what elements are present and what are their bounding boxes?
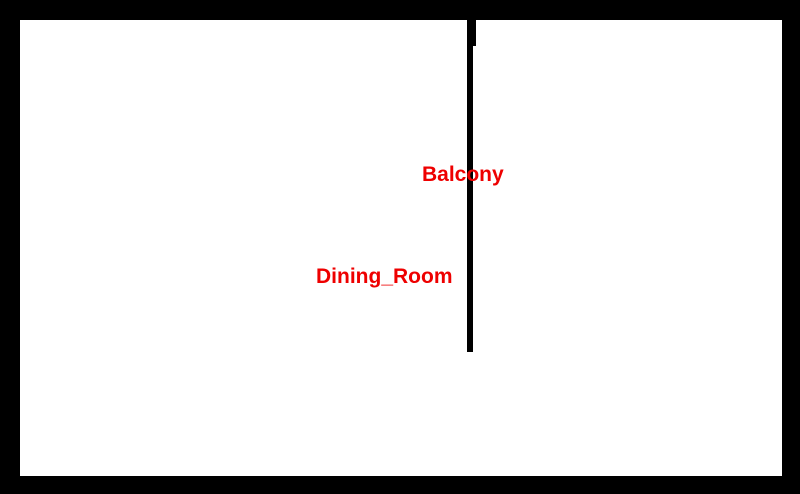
room-label-balcony: Balcony [422, 163, 504, 186]
floor-plan-area [20, 20, 782, 476]
wall-divider [467, 20, 473, 352]
room-label-dining-room: Dining_Room [316, 265, 453, 288]
